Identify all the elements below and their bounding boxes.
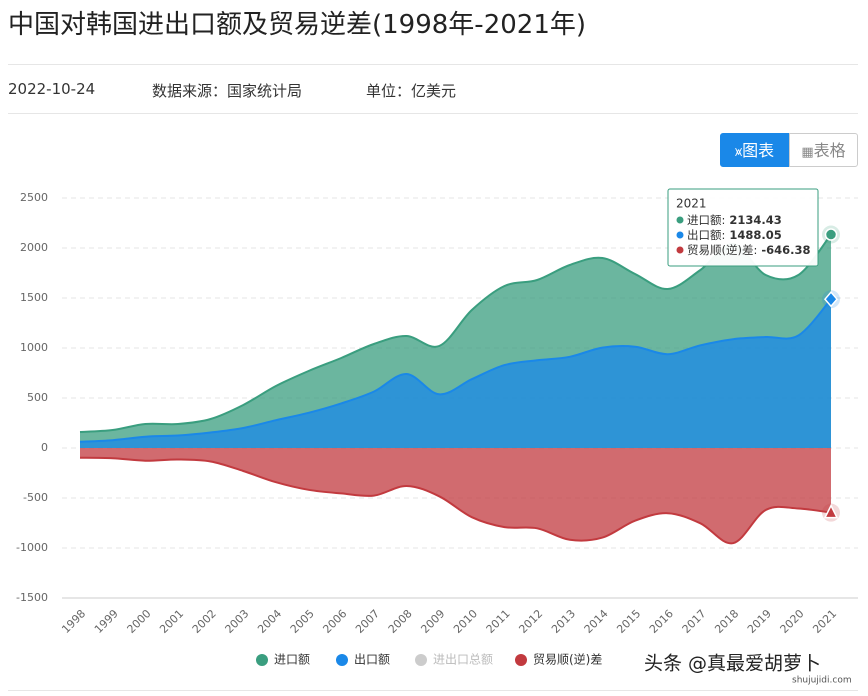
x-tick-label: 2003 <box>223 607 252 636</box>
tooltip-title: 2021 <box>676 197 707 211</box>
x-tick-label: 2016 <box>647 607 676 636</box>
x-tick-label: 2014 <box>582 607 611 636</box>
x-tick-label: 2019 <box>745 607 774 636</box>
x-tick-label: 2012 <box>516 607 545 636</box>
x-tick-label: 2005 <box>288 607 317 636</box>
tooltip-label: 进口额: <box>687 213 725 227</box>
divider <box>8 690 858 691</box>
y-tick-label: 2000 <box>20 241 48 254</box>
tooltip-row: 贸易顺(逆)差: -646.38 <box>687 243 811 257</box>
x-tick-label: 2001 <box>157 607 186 636</box>
tooltip-value: -646.38 <box>761 243 810 257</box>
y-tick-label: -1000 <box>16 541 48 554</box>
area-line <box>79 233 832 433</box>
area-line <box>79 298 832 443</box>
tooltip-box <box>667 188 819 267</box>
date: 2022-10-24 <box>8 80 96 98</box>
tooltip-value: 2134.43 <box>729 213 781 227</box>
tooltip-label: 贸易顺(逆)差: <box>687 243 757 257</box>
y-tick-label: 0 <box>41 441 48 454</box>
y-tick-label: 1500 <box>20 291 48 304</box>
x-tick-label: 2002 <box>190 607 219 636</box>
x-tick-label: 2000 <box>125 607 154 636</box>
tooltip-dot <box>676 216 684 224</box>
tooltip-dot <box>676 231 684 239</box>
x-tick-label: 2013 <box>549 607 578 636</box>
chart-button[interactable]: ⩙图表 <box>720 133 789 167</box>
y-tick-label: -1500 <box>16 591 48 604</box>
marker <box>824 291 838 308</box>
x-tick-label: 2004 <box>255 607 284 636</box>
y-tick-label: 500 <box>27 391 48 404</box>
divider <box>8 113 858 114</box>
x-tick-label: 2008 <box>386 607 415 636</box>
x-tick-label: 2009 <box>418 607 447 636</box>
legend-marker <box>415 654 427 666</box>
x-tick-label: 2015 <box>614 607 643 636</box>
y-tick-label: 1000 <box>20 341 48 354</box>
tooltip-dot <box>676 246 684 254</box>
y-tick-label: 2500 <box>20 191 48 204</box>
tooltip-row: 进口额: 2134.43 <box>687 213 782 227</box>
legend-label: 出口额 <box>354 653 390 667</box>
tooltip-value: 1488.05 <box>729 228 781 242</box>
page-title: 中国对韩国进出口额及贸易逆差(1998年-2021年) <box>8 10 587 40</box>
x-tick-label: 2021 <box>810 607 839 636</box>
x-tick-label: 2018 <box>712 607 741 636</box>
y-tick-label: -500 <box>23 491 48 504</box>
legend-marker <box>336 654 348 666</box>
chart-button-label: 图表 <box>742 141 775 160</box>
source: 数据来源：国家统计局 <box>152 82 303 100</box>
area <box>80 299 831 448</box>
x-tick-label: 1999 <box>92 607 121 636</box>
legend-label: 进口额 <box>274 653 310 667</box>
divider <box>8 64 858 65</box>
x-tick-label: 2007 <box>353 607 382 636</box>
x-tick-label: 2006 <box>320 607 349 636</box>
x-tick-label: 2020 <box>778 607 807 636</box>
x-tick-label: 2010 <box>451 607 480 636</box>
watermark: 头条 @真最爱胡萝卜 <box>644 653 821 675</box>
tooltip-row: 出口额: 1488.05 <box>687 228 782 242</box>
legend-label: 贸易顺(逆)差 <box>533 652 602 667</box>
tooltip-label: 出口额: <box>687 228 725 242</box>
marker <box>824 228 838 241</box>
unit: 单位：亿美元 <box>366 82 457 100</box>
legend-label: 进出口总额 <box>433 653 493 667</box>
x-tick-label: 2017 <box>680 607 709 636</box>
area-line <box>79 456 832 545</box>
legend-marker <box>515 654 527 666</box>
table-button[interactable]: ▦表格 <box>789 133 858 167</box>
area <box>80 448 831 544</box>
table-button-label: 表格 <box>813 141 846 160</box>
x-tick-label: 2011 <box>484 607 513 636</box>
marker <box>823 503 839 519</box>
legend-marker <box>256 654 268 666</box>
x-tick-label: 1998 <box>59 607 88 636</box>
watermark-site: shujujidi.com <box>792 676 852 686</box>
